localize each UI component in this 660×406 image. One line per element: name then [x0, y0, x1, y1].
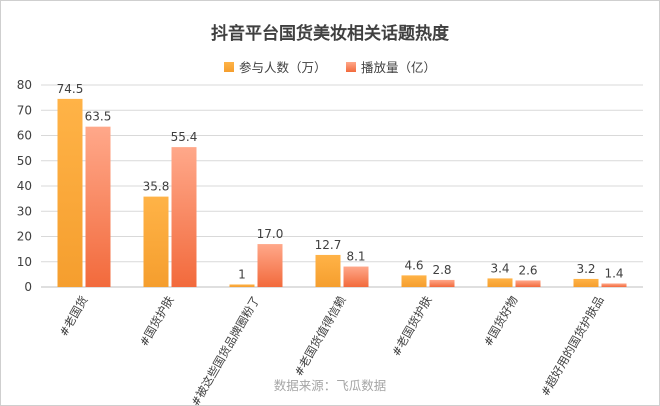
- bar-series-2-cat-2: [171, 147, 197, 287]
- bar-series-2-cat-1: [85, 126, 111, 287]
- data-label-series-1: 3.2: [576, 262, 595, 276]
- x-tick-label: #国货好物: [481, 294, 521, 349]
- x-tick-label: #被这些国货品牌圈粉了: [188, 294, 262, 406]
- data-label-series-2: 55.4: [171, 130, 198, 144]
- bar-series-2-cat-7: [601, 283, 627, 287]
- bar-series-2-cat-6: [515, 280, 541, 287]
- data-label-series-2: 1.4: [604, 266, 623, 280]
- data-label-series-1: 12.7: [315, 238, 342, 252]
- data-label-series-1: 35.8: [143, 180, 170, 194]
- y-tick-label: 20: [17, 230, 32, 244]
- source-note: 数据来源：飞瓜数据: [274, 378, 387, 393]
- bar-series-1-cat-1: [57, 98, 83, 287]
- y-axis: 0 10 20 30 40 50 60 70 80: [17, 78, 32, 294]
- bar-series-1-cat-3: [229, 284, 255, 287]
- x-tick-label: #老国货护肤: [389, 293, 435, 359]
- data-label-series-1: 3.4: [490, 261, 509, 275]
- data-label-series-1: 1: [238, 267, 246, 281]
- x-tick-label: #老国货值得信赖: [291, 293, 348, 378]
- bar-series-2-cat-3: [257, 244, 283, 287]
- data-label-series-2: 63.5: [85, 110, 112, 124]
- y-tick-label: 60: [17, 129, 32, 143]
- y-tick-label: 50: [17, 154, 32, 168]
- bar-series-1-cat-2: [143, 196, 169, 287]
- data-label-series-1: 4.6: [404, 258, 423, 272]
- bar-series-2-cat-4: [343, 266, 369, 287]
- gridlines: [41, 84, 643, 288]
- y-tick-label: 10: [17, 255, 32, 269]
- legend-swatch-series-2: [346, 62, 356, 72]
- data-label-series-2: 17.0: [257, 227, 284, 241]
- legend: 参与人数（万） 播放量（亿）: [224, 60, 436, 75]
- bar-series-2-cat-5: [429, 279, 455, 287]
- bar-series-1-cat-4: [315, 254, 341, 287]
- bar-series-1-cat-6: [487, 278, 513, 287]
- data-labels: 74.563.5 35.8 55.4 1 17.0 12.7 8.1 4.6 2.8 3.4 2.6…: [57, 82, 624, 282]
- y-tick-label: 70: [17, 103, 32, 117]
- y-tick-label: 0: [24, 280, 32, 294]
- y-tick-label: 40: [17, 179, 32, 193]
- bar-series-1-cat-7: [573, 278, 599, 287]
- legend-label-series-2: 播放量（亿）: [361, 60, 436, 75]
- data-label-series-2: 2.8: [432, 263, 451, 277]
- legend-swatch-series-1: [224, 62, 234, 72]
- y-tick-label: 30: [17, 204, 32, 218]
- x-tick-label: #国货护肤: [137, 293, 177, 349]
- data-label-series-1: 74.5: [57, 82, 84, 96]
- chart-title: 抖音平台国货美妆相关话题热度: [211, 23, 450, 44]
- y-tick-label: 80: [17, 78, 32, 92]
- data-label-series-2: 2.6: [518, 263, 537, 277]
- legend-label-series-1: 参与人数（万）: [239, 60, 327, 75]
- x-tick-label: #超好用的国货护肤品: [538, 294, 607, 399]
- data-label-series-2: 8.1: [346, 250, 365, 264]
- x-tick-label: #老国货: [56, 294, 90, 339]
- bars: [57, 98, 627, 287]
- bar-series-1-cat-5: [401, 275, 427, 287]
